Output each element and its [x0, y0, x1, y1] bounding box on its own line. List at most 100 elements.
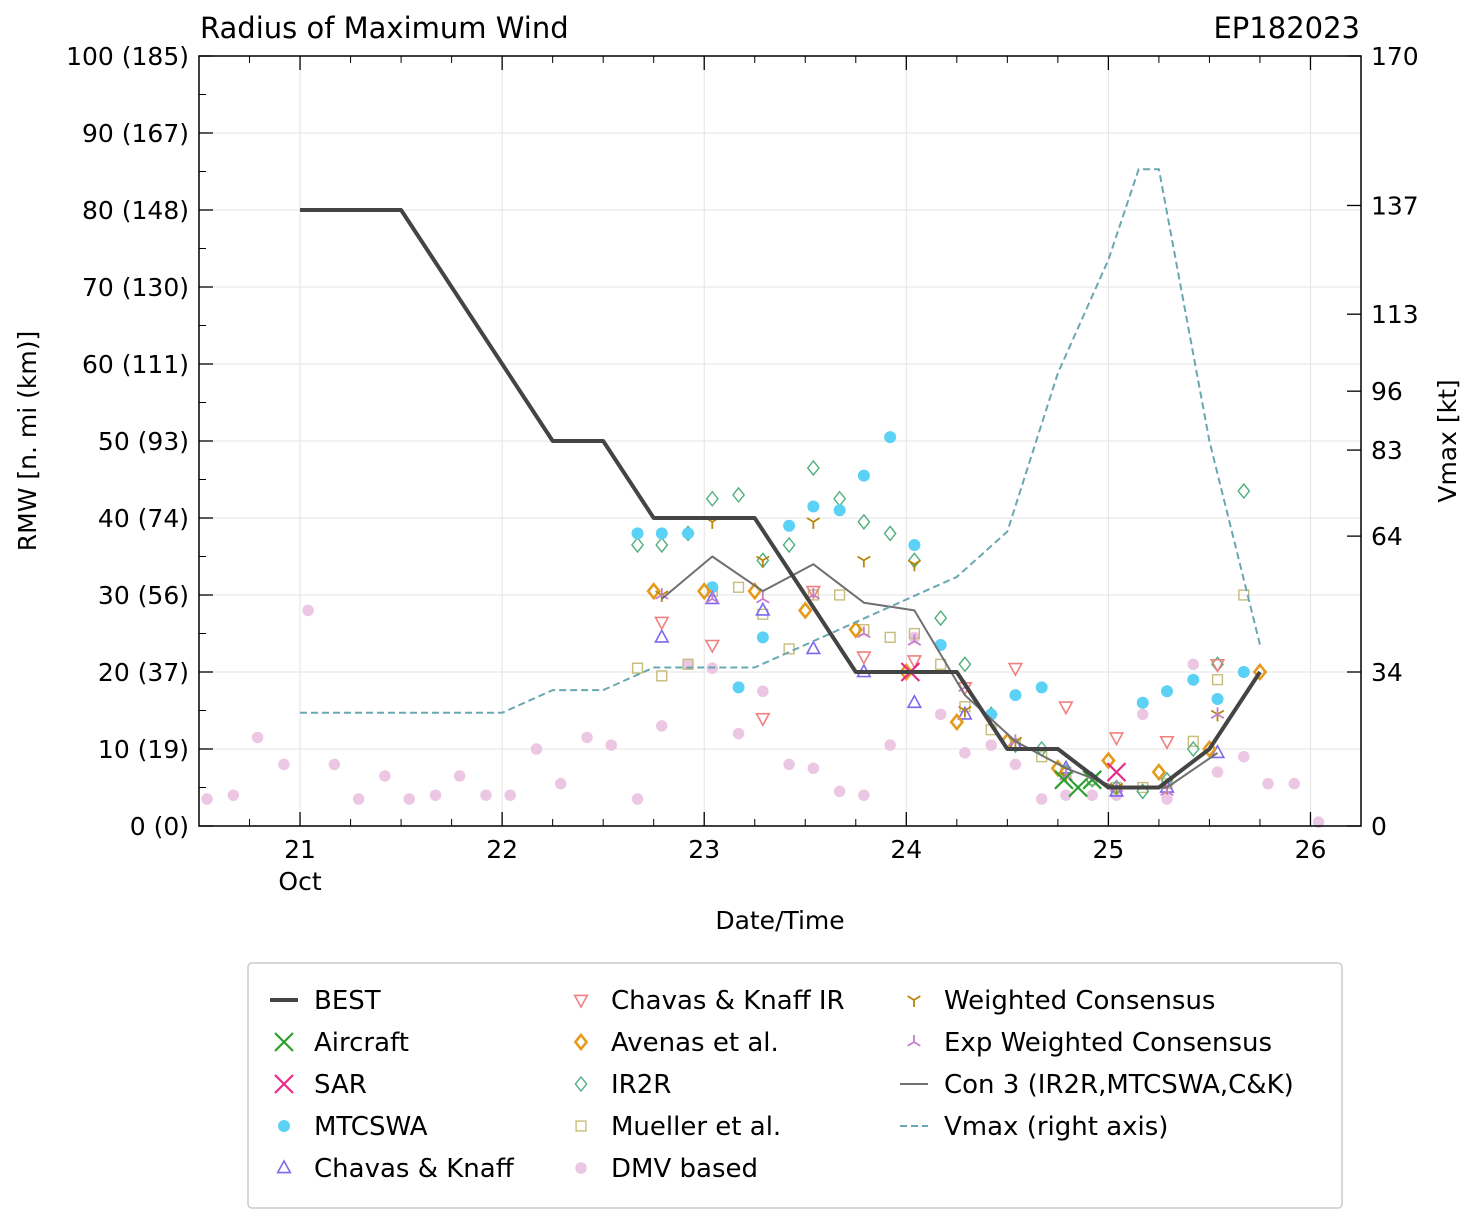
vmax-right-axis-line: [300, 168, 1261, 714]
chavas-knaff-ir-point: [1058, 701, 1074, 716]
dmv-based-point: [858, 789, 870, 801]
dmv-based-point: [1312, 816, 1325, 828]
mtcswa-point: [756, 631, 769, 644]
axes: 0 (0) 10 (19) 20 (37) 30 (56) 40 (74) 50 (93)…: [66, 42, 1419, 896]
legend-marker-sar: [274, 1074, 294, 1094]
chavas-knaff-ir-point: [1159, 735, 1175, 750]
chavas-knaff-ir-point: [1209, 658, 1226, 673]
avenas-et-al-point: [797, 601, 813, 620]
legend-swatch-mueller-et-al: [575, 1120, 587, 1132]
mueller-et-al-point: [1187, 735, 1199, 747]
legend-label-exp-weighted-consensus: Exp Weighted Consensus: [944, 1028, 1272, 1058]
dmv-based-point: [201, 793, 213, 805]
legend-label-aircraft: Aircraft: [314, 1028, 409, 1058]
dmv-based-point: [783, 758, 795, 771]
mtcswa-point: [1035, 681, 1048, 694]
avenas-et-al-point: [1151, 763, 1167, 782]
ir2r-point: [631, 536, 645, 554]
series-layer: [201, 168, 1325, 828]
dmv-based-point: [1136, 708, 1149, 721]
mtcswa-point: [1187, 673, 1200, 686]
legend-label-chavas-knaff: Chavas & Knaff: [314, 1154, 515, 1184]
mueller-et-al-point: [834, 589, 846, 601]
dmv-based-point: [1161, 793, 1173, 805]
series-ir2r: [631, 459, 1251, 800]
y2-tick-label: 96: [1371, 377, 1403, 406]
weighted-consensus-point: [958, 705, 972, 718]
series-vmax-right-axis: [300, 168, 1261, 714]
exp-weighted-consensus-point: [857, 626, 871, 639]
best-line: [300, 208, 1262, 790]
mtcswa-point: [884, 431, 897, 444]
y-tick-label: 10 (19): [98, 735, 189, 764]
avenas-et-al-point: [1252, 662, 1268, 682]
legend-swatch-exp-weighted-consensus: [907, 1035, 921, 1047]
series-mueller-et-al: [631, 581, 1250, 794]
y2-axis-label: Vmax [kt]: [1433, 379, 1462, 502]
chavas-knaff-ir-point: [704, 639, 720, 654]
ir2r-point: [806, 459, 820, 477]
dmv-based-point: [227, 789, 240, 801]
x-tick-sublabel: Oct: [278, 867, 321, 896]
mtcswa-point: [631, 527, 644, 540]
avenas-et-al-point: [646, 582, 661, 601]
legend-swatch-weighted-consensus: [907, 995, 921, 1007]
y-axis-label: RMW [n. mi (km)]: [13, 331, 42, 551]
y2-tick-label: 113: [1371, 300, 1419, 329]
mueller-et-al-point: [1036, 751, 1048, 763]
dmv-based-point: [251, 731, 264, 744]
series-weighted-consensus: [655, 517, 1225, 795]
dmv-based-point: [403, 793, 415, 805]
x-tick-label: 23: [688, 835, 720, 864]
legend-swatch-avenas-et-al: [573, 1032, 589, 1052]
dmv-based-point: [807, 762, 820, 775]
series-chavas-knaff-ir: [654, 585, 1226, 750]
dmv-based-point: [429, 789, 442, 801]
legend-swatch-ir2r: [574, 1075, 588, 1093]
x-tick-label: 24: [890, 835, 922, 864]
y-tick-label: 90 (167): [82, 119, 189, 148]
chavas-knaff-ir-point: [654, 616, 670, 631]
dmv-based-point: [1035, 793, 1048, 805]
legend-marker-mueller-et-al: [575, 1120, 587, 1132]
dmv-based-point: [1060, 789, 1072, 801]
series-aircraft: [1054, 770, 1102, 798]
mueller-et-al-point: [884, 631, 896, 643]
ir2r-point: [833, 490, 847, 507]
legend-label-weighted-consensus: Weighted Consensus: [944, 986, 1215, 1016]
legend-swatch-sar: [274, 1074, 294, 1094]
dmv-based-point: [757, 685, 769, 698]
mueller-et-al-point: [732, 581, 745, 593]
legend-marker-avenas-et-al: [573, 1032, 589, 1052]
series-mtcswa: [631, 431, 1250, 721]
mtcswa-point: [783, 519, 796, 532]
dmv-based-point: [581, 731, 593, 744]
legend-box: [247, 962, 1343, 1209]
mueller-et-al-point: [1238, 589, 1250, 601]
series-best: [300, 208, 1262, 790]
weighted-consensus-point: [756, 555, 770, 568]
mueller-et-al-point: [656, 670, 668, 682]
storm-id: EP182023: [1213, 11, 1360, 45]
chavas-knaff-ir-point: [856, 651, 872, 666]
dmv-based-point: [278, 758, 290, 771]
mtcswa-point: [682, 527, 695, 540]
exp-weighted-consensus-point: [907, 634, 922, 646]
legend-marker-chavas-knaff: [276, 1159, 292, 1174]
mueller-et-al-point: [631, 662, 644, 674]
y-tick-label: 40 (74): [98, 504, 189, 533]
dmv-based-point: [631, 793, 644, 805]
legend-label-con-3-ir2r-mtcswa-c-k: Con 3 (IR2R,MTCSWA,C&K): [944, 1070, 1294, 1100]
legend-marker-chavas-knaff-ir: [573, 994, 589, 1009]
legend-marker-weighted-consensus: [907, 995, 921, 1007]
dmv-based-point: [732, 727, 745, 740]
ir2r-point: [1186, 740, 1200, 758]
mtcswa-point: [1211, 692, 1224, 705]
x-axis-label: Date/Time: [715, 906, 844, 935]
chavas-knaff-point: [755, 601, 771, 616]
dmv-based-point: [985, 739, 997, 751]
x-tick-label: 25: [1092, 835, 1124, 864]
chavas-knaff-ir-point: [1007, 662, 1024, 677]
dmv-based-point: [480, 789, 492, 801]
ir2r-point: [732, 486, 746, 504]
